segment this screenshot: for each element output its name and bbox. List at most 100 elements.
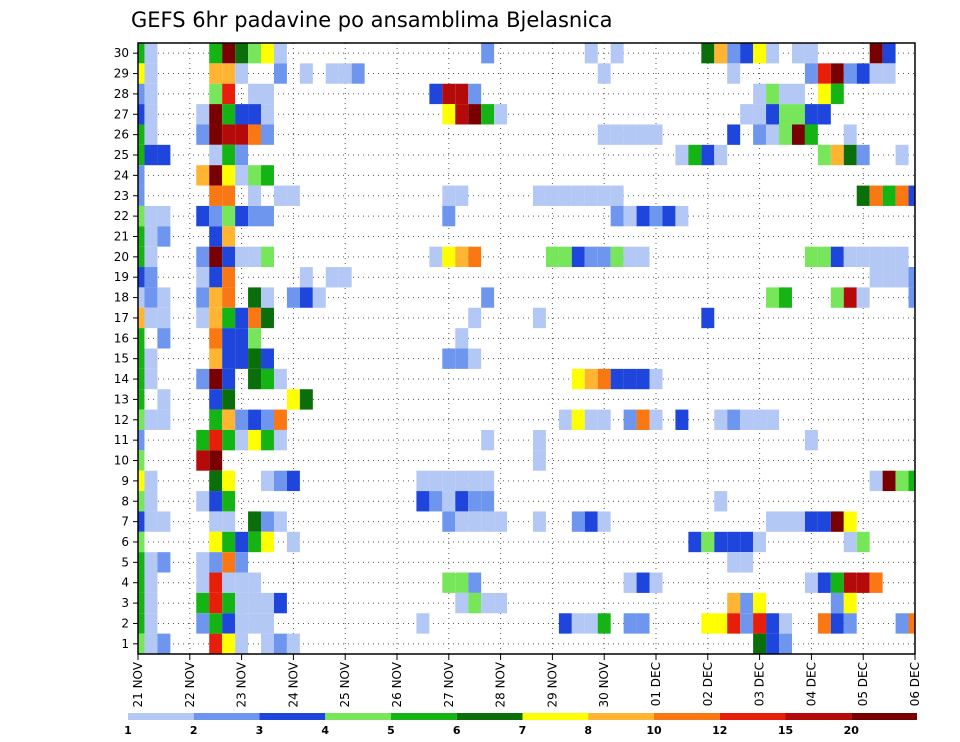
data-cell (248, 613, 262, 634)
colorbar-label: 7 (519, 724, 527, 737)
data-cell (494, 592, 508, 614)
data-cell (843, 124, 857, 145)
data-cell (209, 226, 223, 247)
data-cell (416, 491, 430, 512)
data-cell (235, 144, 249, 166)
data-cell (222, 429, 236, 451)
data-cell (481, 43, 495, 64)
data-cell (610, 246, 624, 268)
data-cell (830, 572, 844, 593)
data-cell (494, 104, 508, 125)
data-cell (584, 43, 598, 64)
y-tick-label: 3 (121, 596, 129, 610)
data-cell (455, 104, 469, 125)
data-cell (138, 368, 145, 390)
data-cell (222, 124, 236, 145)
data-cell (138, 104, 145, 125)
data-cell (597, 124, 611, 145)
data-cell (138, 429, 145, 451)
data-cell (235, 613, 249, 634)
data-cell (144, 348, 158, 369)
data-cell (273, 43, 287, 64)
data-cell (442, 470, 456, 492)
data-cell (532, 307, 546, 329)
data-cell (779, 104, 792, 125)
data-cell (209, 246, 223, 268)
data-cell (623, 613, 637, 634)
data-cell (248, 531, 262, 553)
data-cell (209, 124, 223, 145)
data-cell (144, 104, 158, 125)
data-cell (856, 63, 870, 84)
data-cell (138, 592, 145, 614)
data-cell (138, 226, 145, 247)
data-cell (273, 592, 287, 614)
data-cell (138, 165, 145, 186)
data-cell (675, 409, 689, 430)
data-cell (468, 470, 482, 492)
data-cell (286, 531, 300, 553)
data-cell (597, 185, 611, 206)
data-cell (429, 246, 443, 268)
y-tick-label: 27 (114, 107, 129, 121)
data-cell (138, 572, 145, 593)
data-cell (597, 246, 611, 268)
data-cell (753, 531, 767, 553)
data-cell (908, 613, 915, 634)
y-tick-label: 29 (114, 67, 129, 81)
data-cell (481, 491, 495, 512)
data-cell (157, 389, 171, 410)
data-cell (740, 531, 754, 553)
data-cell (429, 83, 443, 105)
data-cell (261, 246, 274, 268)
data-cell (209, 511, 223, 532)
data-cell (261, 348, 274, 369)
data-cell (209, 613, 223, 634)
data-cell (261, 124, 274, 145)
data-cell (753, 409, 767, 430)
data-cell (649, 205, 663, 227)
data-cell (494, 511, 508, 532)
data-cell (144, 63, 158, 84)
colorbar-label: 4 (321, 724, 329, 737)
data-cell (869, 63, 883, 84)
data-cell (144, 511, 158, 532)
data-cell (817, 144, 831, 166)
data-cell (144, 205, 158, 227)
data-cell (312, 287, 326, 308)
data-cell (138, 144, 145, 166)
data-cell (273, 409, 287, 430)
data-cell (196, 592, 210, 614)
data-cell (261, 531, 274, 553)
data-cell (248, 307, 262, 329)
data-cell (222, 389, 236, 410)
data-cell (248, 328, 262, 349)
data-cell (222, 226, 236, 247)
data-cell (882, 267, 896, 288)
data-cell (895, 185, 909, 206)
data-cell (856, 144, 870, 166)
y-tick-label: 1 (121, 637, 129, 651)
data-cell (455, 491, 469, 512)
data-cell (209, 491, 223, 512)
data-cell (222, 287, 236, 308)
data-cell (766, 633, 780, 654)
colorbar-legend: 1 2 3 4 5 6 7 8 10 12 15 20 (124, 713, 917, 737)
data-cell (273, 429, 287, 451)
data-cell (895, 246, 909, 268)
data-cell (273, 511, 287, 532)
data-cell (571, 511, 585, 532)
data-cell (235, 572, 249, 593)
data-cell (235, 552, 249, 573)
data-cell (895, 613, 909, 634)
y-tick-label: 26 (114, 128, 129, 142)
plot-border (137, 42, 916, 655)
data-cell (481, 429, 495, 451)
data-cell (727, 613, 741, 634)
y-tick-label: 22 (114, 209, 129, 223)
y-tick-label: 24 (114, 168, 129, 182)
data-cell (235, 124, 249, 145)
data-cell (740, 613, 754, 634)
data-cell (248, 572, 262, 593)
